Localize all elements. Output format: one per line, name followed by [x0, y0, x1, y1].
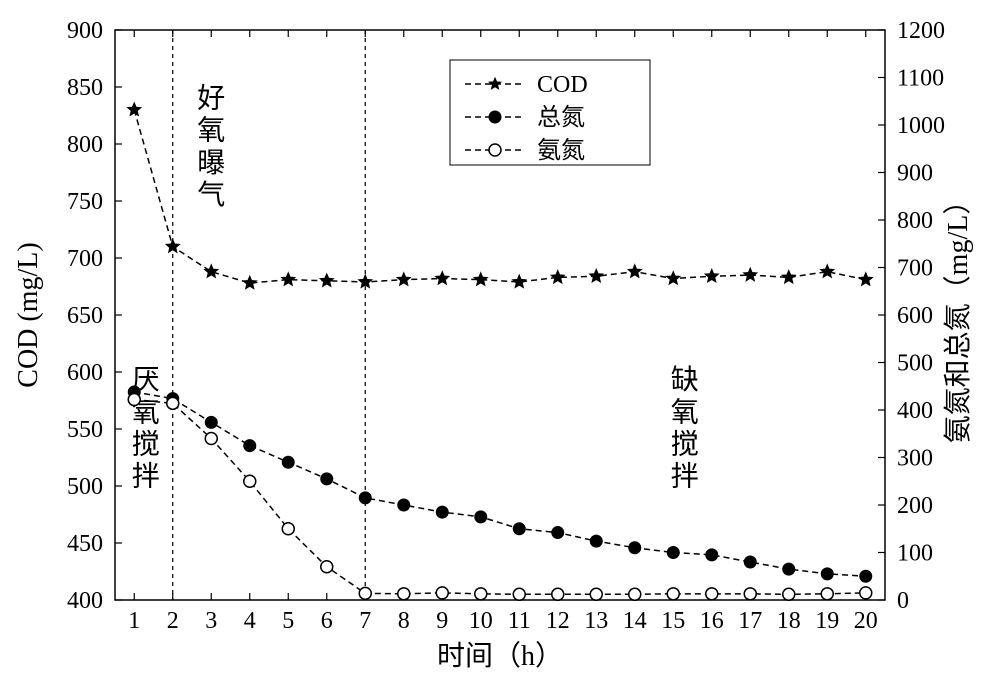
svg-text:5: 5 [282, 608, 294, 634]
svg-text:300: 300 [897, 446, 933, 472]
svg-text:6: 6 [321, 608, 333, 634]
svg-text:800: 800 [67, 132, 103, 158]
svg-text:13: 13 [584, 608, 608, 634]
svg-text:3: 3 [205, 608, 217, 634]
svg-text:1000: 1000 [897, 113, 945, 139]
chart-container: 1234567891011121314151617181920时间（h）4004… [0, 0, 1000, 689]
svg-text:COD: COD [537, 72, 588, 98]
svg-text:400: 400 [67, 588, 103, 614]
svg-text:18: 18 [777, 608, 801, 634]
svg-text:11: 11 [508, 608, 531, 634]
svg-text:1100: 1100 [897, 66, 944, 92]
svg-text:氨氮和总氮（mg/L）: 氨氮和总氮（mg/L） [942, 187, 974, 444]
svg-text:600: 600 [897, 303, 933, 329]
svg-text:厌氧搅拌: 厌氧搅拌 [132, 365, 160, 493]
svg-text:500: 500 [67, 474, 103, 500]
svg-text:600: 600 [67, 360, 103, 386]
svg-text:19: 19 [815, 608, 839, 634]
svg-text:900: 900 [67, 18, 103, 44]
chart-svg: 1234567891011121314151617181920时间（h）4004… [0, 0, 1000, 689]
svg-text:700: 700 [67, 246, 103, 272]
svg-text:850: 850 [67, 75, 103, 101]
svg-text:7: 7 [359, 608, 371, 634]
svg-text:12: 12 [546, 608, 570, 634]
svg-text:400: 400 [897, 398, 933, 424]
svg-text:200: 200 [897, 493, 933, 519]
svg-text:20: 20 [854, 608, 878, 634]
svg-text:9: 9 [436, 608, 448, 634]
svg-text:好氧曝气: 好氧曝气 [197, 83, 225, 212]
svg-text:100: 100 [897, 541, 933, 567]
svg-text:900: 900 [897, 161, 933, 187]
svg-text:500: 500 [897, 351, 933, 377]
svg-text:COD (mg/L): COD (mg/L) [13, 242, 44, 387]
svg-text:10: 10 [469, 608, 493, 634]
svg-text:总氮: 总氮 [537, 104, 585, 131]
svg-text:2: 2 [167, 608, 179, 634]
svg-text:550: 550 [67, 417, 103, 443]
svg-text:15: 15 [661, 608, 685, 634]
svg-text:650: 650 [67, 303, 103, 329]
svg-text:700: 700 [897, 256, 933, 282]
svg-text:时间（h）: 时间（h） [437, 640, 563, 672]
svg-text:8: 8 [398, 608, 410, 634]
svg-text:800: 800 [897, 208, 933, 234]
svg-text:17: 17 [738, 608, 762, 634]
svg-text:1200: 1200 [897, 18, 945, 44]
svg-text:氨氮: 氨氮 [537, 137, 585, 164]
svg-text:0: 0 [897, 588, 909, 614]
svg-text:750: 750 [67, 189, 103, 215]
svg-text:14: 14 [623, 608, 647, 634]
svg-text:16: 16 [700, 608, 724, 634]
svg-text:1: 1 [128, 608, 140, 634]
svg-text:4: 4 [244, 608, 256, 634]
svg-text:450: 450 [67, 531, 103, 557]
svg-text:缺氧搅拌: 缺氧搅拌 [671, 364, 699, 493]
